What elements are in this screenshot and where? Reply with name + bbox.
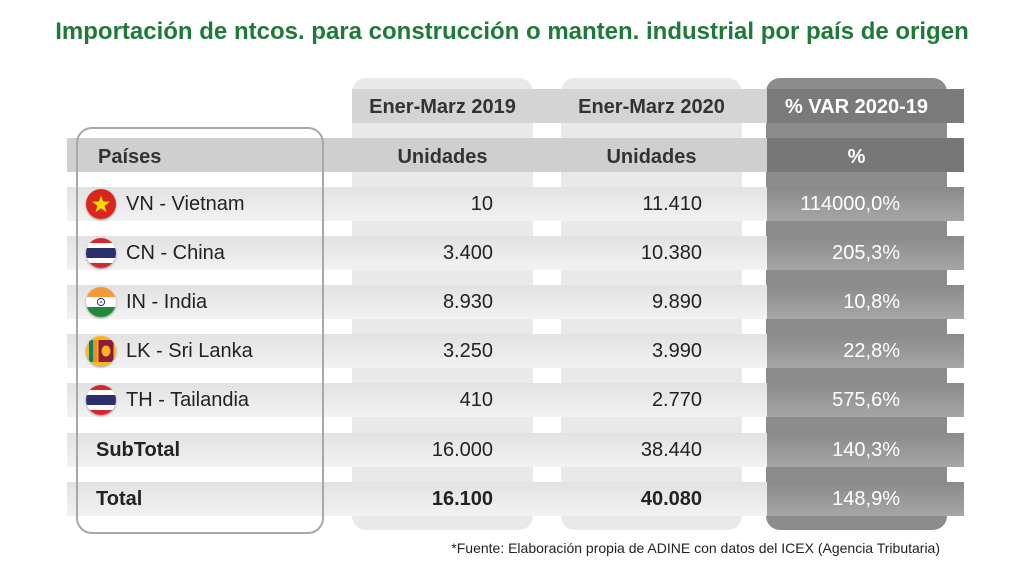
- header-var: % VAR 2020-19: [784, 96, 929, 118]
- subtotal-label: SubTotal: [96, 439, 181, 461]
- subtotal-value-var: 140,3%: [832, 439, 900, 461]
- header-2020: Ener-Marz 2020: [578, 96, 725, 118]
- header-2019: Ener-Marz 2019: [369, 96, 516, 118]
- value-2020: 9.890: [651, 291, 702, 313]
- value-2019: 410: [459, 389, 493, 411]
- row-bar: [67, 285, 964, 319]
- value-2019: 10: [470, 193, 493, 215]
- header-bar-units: [67, 138, 964, 172]
- country-label: TH - Tailandia: [126, 389, 250, 411]
- value-var: 205,3%: [832, 242, 900, 264]
- page-title: Importación de ntcos. para construcción …: [55, 18, 969, 45]
- thailand-flag-icon: [86, 238, 116, 268]
- row-bar: [67, 433, 964, 467]
- value-2020: 10.380: [640, 242, 702, 264]
- value-2020: 11.410: [642, 193, 702, 215]
- value-2019: 3.250: [442, 340, 493, 362]
- value-2019: 8.930: [442, 291, 493, 313]
- row-bar: [67, 334, 964, 368]
- value-var: 10,8%: [843, 291, 900, 313]
- source-note: *Fuente: Elaboración propia de ADINE con…: [451, 540, 940, 556]
- row-bar: [67, 236, 964, 270]
- value-var: 575,6%: [832, 389, 900, 411]
- india-flag-icon: [86, 287, 116, 317]
- header-unidades-2019: Unidades: [397, 146, 488, 168]
- value-2020: 3.990: [651, 340, 702, 362]
- value-var: 22,8%: [843, 340, 900, 362]
- total-label: Total: [96, 488, 143, 510]
- row-bar: [67, 383, 964, 417]
- total-value-var: 148,9%: [832, 488, 900, 510]
- header-percent: %: [847, 146, 866, 168]
- row-bar: [67, 187, 964, 221]
- header-paises: Países: [98, 146, 162, 168]
- subtotal-value-2020: 38.440: [640, 439, 702, 461]
- header-unidades-2020: Unidades: [606, 146, 697, 168]
- subtotal-value-2019: 16.000: [431, 439, 493, 461]
- header-bar-years: [67, 89, 964, 123]
- value-2019: 3.400: [442, 242, 493, 264]
- total-value-2019: 16.100: [431, 488, 493, 510]
- country-label: CN - China: [126, 242, 225, 264]
- column-panel-countries: [76, 127, 324, 534]
- thailand-flag-icon: [86, 385, 116, 415]
- country-label: LK - Sri Lanka: [126, 340, 253, 362]
- country-label: IN - India: [126, 291, 208, 313]
- vietnam-flag-icon: [86, 189, 116, 219]
- row-bar: [67, 482, 964, 516]
- country-label: VN - Vietnam: [126, 193, 245, 215]
- sri-lanka-flag-icon: [86, 336, 116, 366]
- value-2020: 2.770: [651, 389, 702, 411]
- total-value-2020: 40.080: [640, 488, 702, 510]
- value-var: 114000,0%: [800, 193, 900, 215]
